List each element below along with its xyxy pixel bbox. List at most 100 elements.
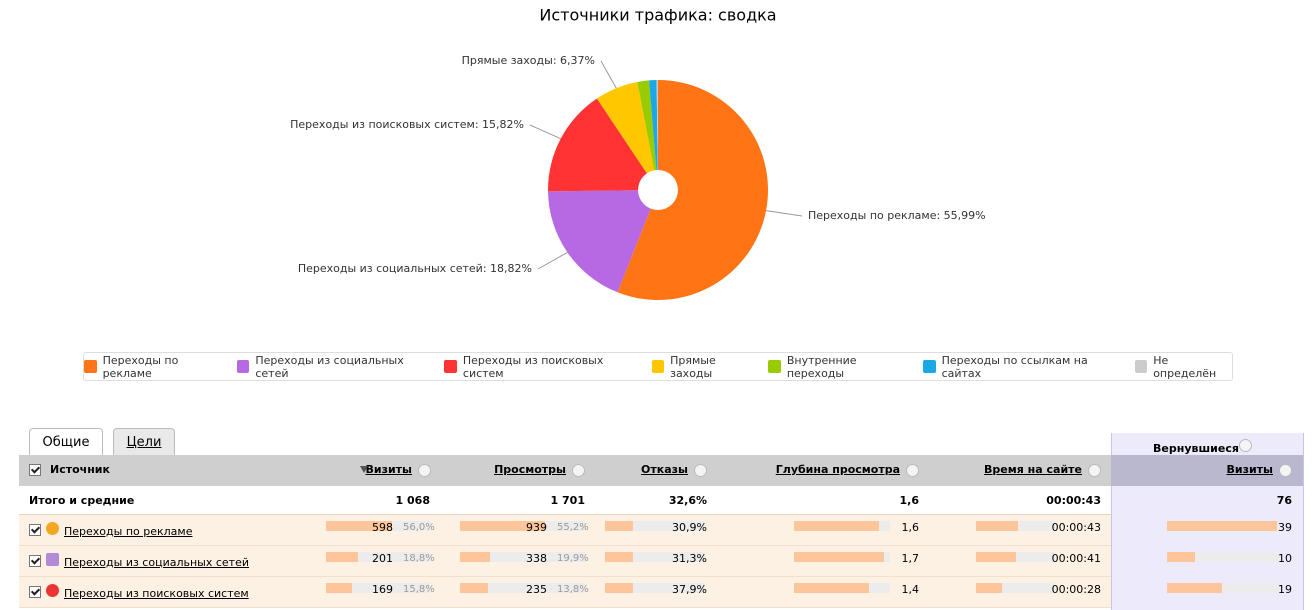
legend-item[interactable]: Переходы из социальных сетей [236, 353, 435, 380]
bar-track [976, 552, 1055, 562]
cell-share: 15,8% [403, 584, 435, 595]
bar-fill [605, 552, 633, 562]
checkbox [29, 524, 41, 536]
slice-label: Переходы по рекламе: 55,99% [808, 209, 986, 222]
bar-fill [326, 521, 392, 531]
legend-label: Внутренние переходы [786, 353, 857, 380]
bar-fill [794, 552, 884, 562]
column-header[interactable]: Просмотры [494, 463, 566, 476]
total-cell: 32,6% [668, 494, 707, 507]
bar-track [460, 521, 585, 531]
cell-value: 1,4 [901, 583, 920, 596]
source-link[interactable]: Переходы из поисковых систем [64, 587, 249, 600]
bar-fill [460, 521, 545, 531]
help-icon [1279, 464, 1292, 477]
bar-track [605, 552, 705, 562]
bar-track [794, 521, 890, 531]
legend-label: Переходы по рекламе [102, 353, 179, 380]
bar-track [1167, 552, 1280, 562]
bar-track [460, 552, 585, 562]
column-header[interactable]: Визиты [365, 463, 412, 476]
slice-value: 15,82% [482, 118, 524, 131]
cell-value: 201 [372, 552, 393, 565]
legend-item[interactable]: Не определён [1134, 353, 1232, 380]
pie-slice [656, 80, 658, 190]
bar-track [794, 552, 890, 562]
legend-item[interactable]: Внутренние переходы [768, 354, 913, 380]
help-icon [906, 464, 919, 477]
legend-swatch [651, 360, 665, 373]
bar-fill [460, 583, 488, 593]
sort-arrow [360, 466, 368, 473]
legend-item[interactable]: Переходы по рекламе [84, 354, 227, 380]
cell-share: 13,8% [557, 584, 589, 595]
tab[interactable]: Цели [113, 428, 175, 455]
legend-item[interactable]: Прямые заходы [651, 353, 759, 380]
tab[interactable]: Общие [29, 428, 103, 455]
legend-item[interactable]: Переходы по ссылкам на сайтах [922, 353, 1125, 380]
total-cell: 00:00:43 [1046, 494, 1101, 507]
column-header[interactable]: Время на сайте [984, 463, 1082, 476]
label-separator: : [483, 262, 490, 275]
total-label: Итого и средние [29, 494, 135, 507]
cell-value: 1,6 [901, 521, 920, 534]
bar-fill [976, 552, 1016, 562]
label-separator: : [553, 54, 560, 67]
cell-value: 235 [526, 583, 547, 596]
pie-slice [548, 190, 658, 293]
group-header: Вернувшиеся [1153, 442, 1239, 455]
slice-value: 6,37% [560, 54, 595, 67]
checkbox [29, 464, 41, 476]
legend-swatch [444, 360, 457, 373]
cell-value: 00:00:43 [1051, 521, 1101, 534]
total-cell: 1 701 [550, 494, 585, 507]
bar-track [326, 521, 430, 531]
source-link[interactable]: Переходы из социальных сетей [64, 556, 250, 569]
bar-track [976, 583, 1055, 593]
cell-share: 55,2% [557, 522, 589, 533]
cell-value: 00:00:41 [1051, 552, 1101, 565]
bar-track [1167, 521, 1280, 531]
bar-fill [1167, 552, 1195, 562]
bar-track [605, 521, 705, 531]
legend-swatch [768, 360, 781, 373]
source-link[interactable]: Переходы по рекламе [64, 525, 193, 538]
cell-value: 598 [372, 521, 393, 534]
slice-name: Переходы по рекламе [808, 209, 937, 222]
bar-track [326, 583, 430, 593]
total-row [19, 486, 1111, 515]
column-header[interactable]: Глубина просмотра [775, 463, 900, 476]
slice-label: Переходы из социальных сетей: 18,82% [298, 262, 532, 275]
legend-label: Не определён [1153, 353, 1217, 380]
help-icon [1239, 439, 1252, 452]
legend-label: Прямые заходы [670, 353, 716, 380]
column-header[interactable]: Отказы [641, 463, 688, 476]
legend-label: Переходы из социальных сетей [255, 353, 404, 380]
legend-item[interactable]: Переходы из поисковых систем [444, 354, 641, 380]
legend-label: Переходы по ссылкам на сайтах [941, 353, 1088, 380]
bar-track [1167, 583, 1280, 593]
total-cell: 76 [1276, 494, 1292, 507]
cell-share: 19,9% [557, 553, 589, 564]
bar-fill [605, 583, 633, 593]
slice-name: Переходы из социальных сетей [298, 262, 483, 275]
returning-header [1111, 455, 1303, 486]
cell-value: 169 [372, 583, 393, 596]
slice-label: Переходы из поисковых систем: 15,82% [290, 118, 524, 131]
help-icon [418, 464, 431, 477]
cell-value: 10 [1278, 552, 1292, 565]
cell-share: 56,0% [403, 522, 435, 533]
slice-label: Прямые заходы: 6,37% [462, 54, 595, 67]
pie-slice [637, 80, 658, 190]
bar-fill [326, 552, 358, 562]
chart-title: Источники трафика: сводка [539, 6, 776, 25]
pie-slice [548, 98, 658, 192]
column-header[interactable]: Визиты [1226, 463, 1273, 476]
cell-value: 31,3% [672, 552, 707, 565]
label-connector [765, 210, 803, 217]
cell-value: 338 [526, 552, 547, 565]
cell-value: 39 [1278, 521, 1292, 534]
cell-value: 00:00:28 [1051, 583, 1101, 596]
legend-swatch [922, 360, 936, 373]
